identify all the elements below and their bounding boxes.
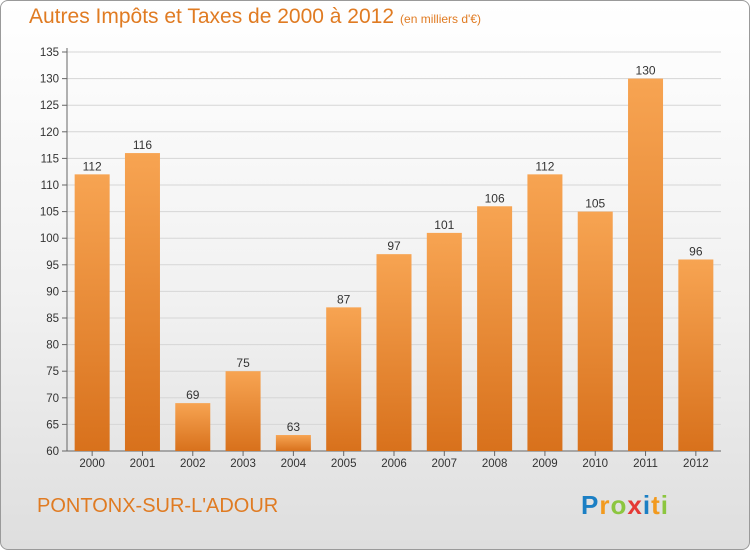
x-tick-label-2010: 2010 [582,458,608,470]
y-tick-label: 105 [40,207,59,219]
y-tick-label: 70 [46,393,59,405]
value-label-2006: 97 [387,239,401,253]
bar-2008 [477,206,513,451]
y-tick-label: 75 [46,366,59,378]
value-label-2001: 116 [133,138,152,152]
y-tick-label: 60 [46,446,59,458]
x-tick-label-2012: 2012 [683,458,709,470]
logo-letter: r [599,490,611,520]
logo-letter: o [610,490,628,520]
bar-2003 [225,371,261,451]
bar-2006 [376,254,412,451]
y-tick-label: 65 [46,419,59,431]
bar-2009 [527,174,563,452]
value-label-2012: 96 [689,244,703,258]
data-labels: 112 116 69 75 63 87 97 101 106 112 105 130 96 [83,64,703,434]
title-text: Autres Impôts et Taxes de 2000 à 2012 [29,5,395,28]
y-tick-label: 85 [46,313,59,325]
x-tick-label-2000: 2000 [79,458,105,470]
value-label-2004: 63 [287,420,301,434]
x-tick-label-2007: 2007 [432,458,458,470]
y-tick-label: 130 [40,74,59,86]
logo-letter: i [660,490,669,520]
bar-2007 [426,232,462,451]
x-tick-label-2011: 2011 [633,458,658,470]
chart-subtitle: (en milliers d'€) [400,12,482,26]
value-label-2008: 106 [485,191,505,205]
x-tick-label-2001: 2001 [130,458,156,470]
value-label-2007: 101 [434,218,454,232]
bar-2010 [577,211,613,451]
x-tick-label-2002: 2002 [180,458,206,470]
y-tick-label: 115 [41,153,59,165]
value-label-2000: 112 [83,159,102,173]
y-tick-label: 125 [40,100,59,112]
axes: 60 65 70 75 80 85 90 95 100 105 110 115 120 125 130 135… [40,47,721,470]
bar-2011 [628,78,664,451]
bar-2012 [678,259,714,451]
bars [74,78,714,452]
bar-2002 [175,403,211,451]
y-tick-label: 100 [40,233,59,245]
value-label-2009: 112 [535,159,554,173]
proxiti-logo: Proxiti [581,490,669,521]
y-tick-label: 120 [40,127,59,139]
logo-letter: i [642,490,652,520]
x-tick-label-2004: 2004 [281,458,307,470]
logo-letter: P [581,490,600,520]
bar-2001 [124,153,160,451]
bar-2005 [326,307,362,451]
value-label-2011: 130 [636,64,656,78]
value-label-2003: 75 [236,356,250,370]
value-label-2005: 87 [337,292,351,306]
y-tick-label: 110 [41,180,59,192]
logo-letter: t [651,490,661,520]
y-tick-label: 135 [40,47,59,59]
x-tick-label-2009: 2009 [532,458,558,470]
x-tick-label-2006: 2006 [381,458,407,470]
town-name: PONTONX-SUR-L'ADOUR [37,495,279,517]
bar-2004 [275,435,311,451]
y-tick-label: 95 [46,260,59,272]
bar-2000 [74,174,110,452]
x-tick-label-2008: 2008 [482,458,508,470]
y-tick-label: 80 [46,340,59,352]
value-label-2010: 105 [585,197,605,211]
chart-title: Autres Impôts et Taxes de 2000 à 2012 (en… [29,5,481,29]
logo-letter: x [627,490,643,520]
value-label-2002: 69 [186,388,200,402]
x-tick-label-2005: 2005 [331,458,357,470]
y-tick-label: 90 [46,286,59,298]
x-tick-label-2003: 2003 [230,458,256,470]
